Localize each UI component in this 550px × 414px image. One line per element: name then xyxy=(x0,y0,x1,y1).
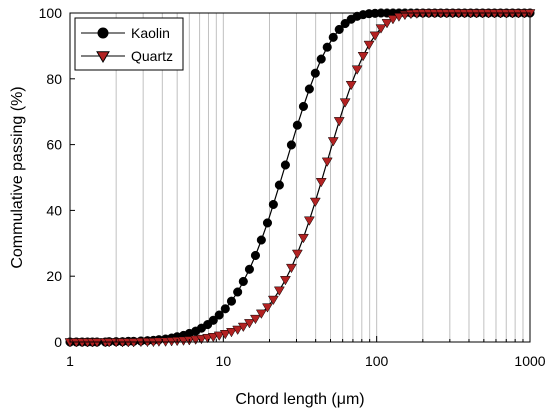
x-tick-label: 1000 xyxy=(514,353,545,369)
y-tick-label: 80 xyxy=(46,71,62,87)
kaolin-point xyxy=(286,140,296,150)
quartz-point xyxy=(351,65,363,75)
quartz-point xyxy=(369,31,381,41)
x-tick-label: 10 xyxy=(216,353,232,369)
quartz-point xyxy=(232,325,244,335)
y-tick-label: 0 xyxy=(54,334,62,350)
quartz-point xyxy=(262,303,273,313)
y-axis-label: Commulative passing (%) xyxy=(9,86,26,268)
kaolin-point xyxy=(292,120,302,130)
plot-frame xyxy=(69,12,531,343)
kaolin-point xyxy=(328,32,338,42)
kaolin-point xyxy=(322,42,332,52)
kaolin-point xyxy=(250,250,261,261)
quartz-point xyxy=(219,330,231,340)
quartz-point xyxy=(103,338,115,348)
quartz-point xyxy=(321,157,333,167)
kaolin-point xyxy=(268,199,278,210)
legend-label-kaolin: Kaolin xyxy=(131,25,170,41)
quartz-point xyxy=(309,197,321,208)
quartz-point xyxy=(357,52,369,62)
quartz-point xyxy=(339,98,351,108)
y-tick-label: 100 xyxy=(39,5,63,21)
grid-layer xyxy=(115,13,531,342)
kaolin-point xyxy=(298,101,308,111)
kaolin-point xyxy=(334,24,344,35)
kaolin-point xyxy=(304,84,314,94)
quartz-point xyxy=(237,322,249,333)
kaolin-point xyxy=(256,235,266,245)
x-tick-label: 1 xyxy=(66,353,74,369)
kaolin-point xyxy=(310,68,320,78)
kaolin-point xyxy=(220,304,230,314)
quartz-point xyxy=(363,40,375,51)
tick-layer: 0 20 40 60 80 100 1 10 100 1000 xyxy=(39,5,546,369)
quartz-point xyxy=(128,338,140,348)
quartz-point xyxy=(91,338,103,348)
kaolin-point xyxy=(316,54,326,64)
legend-label-quartz: Quartz xyxy=(131,48,173,64)
quartz-point xyxy=(375,24,387,34)
legend-box xyxy=(74,17,184,71)
quartz-point xyxy=(255,309,267,319)
legend-marker-quartz xyxy=(96,51,110,63)
quartz-point xyxy=(298,233,309,244)
quartz-point xyxy=(226,328,237,338)
quartz-point xyxy=(213,331,225,341)
quartz-point xyxy=(244,319,255,329)
quartz-point xyxy=(381,19,393,29)
quartz-point xyxy=(196,334,207,345)
y-tick-label: 60 xyxy=(46,137,62,153)
legend: Kaolin Quartz xyxy=(74,17,184,71)
quartz-point xyxy=(291,249,303,259)
quartz-point xyxy=(207,332,219,343)
quartz-point xyxy=(327,137,339,147)
quartz-point xyxy=(303,216,315,226)
quartz-point xyxy=(315,178,327,188)
kaolin-point xyxy=(233,287,243,297)
quartz-point xyxy=(345,80,357,91)
kaolin-point xyxy=(238,276,248,287)
kaolin-point xyxy=(244,264,254,274)
quartz-point xyxy=(273,286,285,296)
kaolin-point xyxy=(208,315,218,325)
quartz-point xyxy=(267,295,279,306)
quartz-point xyxy=(250,314,261,325)
kaolin-point xyxy=(274,180,284,190)
quartz-point xyxy=(387,15,399,25)
kaolin-point xyxy=(262,218,273,228)
quartz-point xyxy=(285,263,297,274)
quartz-point xyxy=(333,117,345,127)
y-tick-label: 40 xyxy=(46,202,62,218)
quartz-point xyxy=(279,276,291,286)
kaolin-point xyxy=(226,296,237,306)
x-axis-label: Chord length (μm) xyxy=(235,391,364,408)
kaolin-point xyxy=(214,310,224,320)
kaolin-point xyxy=(280,160,290,170)
y-tick-label: 20 xyxy=(46,268,62,284)
x-tick-label: 100 xyxy=(365,353,389,369)
legend-marker-kaolin xyxy=(97,27,109,39)
